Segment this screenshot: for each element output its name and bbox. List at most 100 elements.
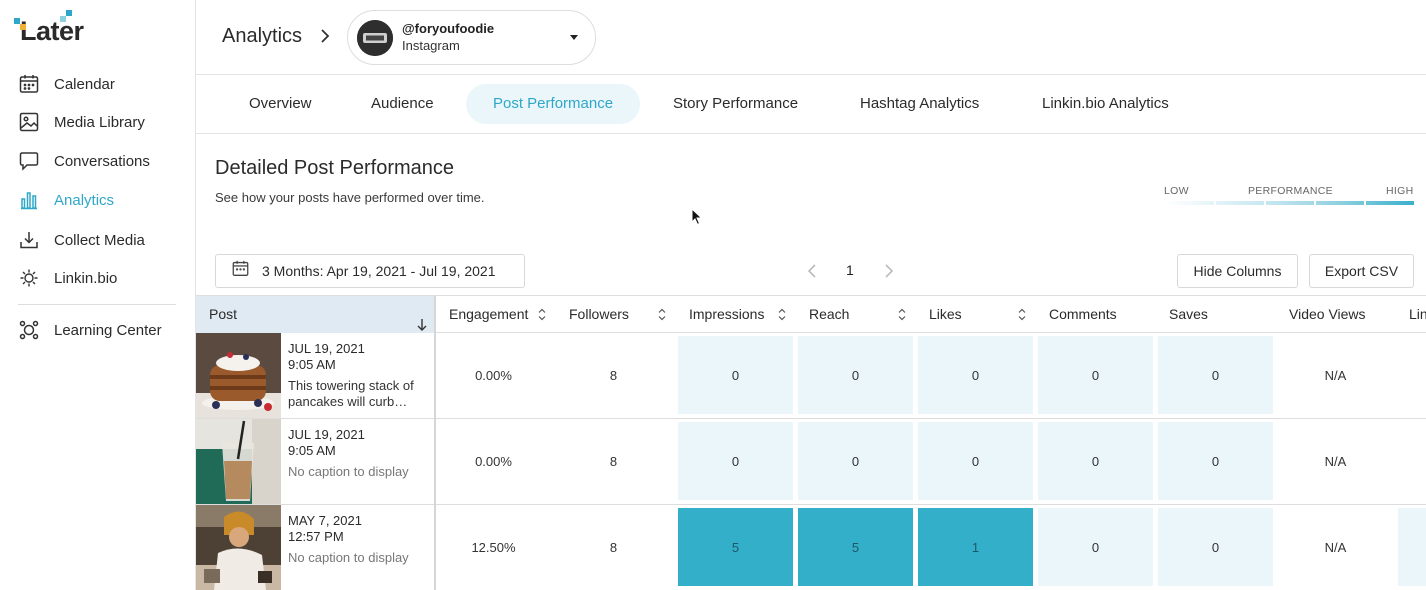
legend-performance: PERFORMANCE <box>1248 185 1333 197</box>
tab-story-performance[interactable]: Story Performance <box>673 95 799 112</box>
column-header-post[interactable]: Post <box>196 296 435 333</box>
sort-icon[interactable] <box>538 308 546 326</box>
cell-engagement: 0.00% <box>475 367 512 383</box>
sidebar-item-calendar[interactable]: Calendar <box>0 66 195 102</box>
account-handle: @foryoufoodie <box>402 21 495 36</box>
cell-likes: 0 <box>918 422 1033 500</box>
sort-icon[interactable] <box>1018 308 1026 326</box>
column-label: Comments <box>1049 306 1117 322</box>
cell-followers: 8 <box>609 453 618 469</box>
column-header-reach[interactable]: Reach <box>809 296 849 333</box>
post-caption: No caption to display <box>288 550 409 565</box>
cell-link-clicks <box>1398 508 1426 586</box>
column-header-video-views[interactable]: Video Views <box>1289 296 1366 333</box>
mouse-cursor-icon <box>691 207 703 231</box>
legend-low: LOW <box>1164 185 1189 197</box>
post-thumbnail-pancakes[interactable] <box>196 333 281 418</box>
section-subtitle: See how your posts have performed over t… <box>215 190 485 205</box>
sort-icon[interactable] <box>658 308 666 326</box>
later-logo[interactable]: Later <box>14 10 84 48</box>
column-label: Reach <box>809 306 850 322</box>
account-selector[interactable]: @foryoufoodie Instagram <box>347 10 596 65</box>
collect-media-icon <box>18 229 40 251</box>
learning-center-icon <box>18 319 40 341</box>
cell-saves: 0 <box>1158 422 1273 500</box>
table-row[interactable]: JUL 19, 2021 9:05 AM This towering stack … <box>196 333 1426 419</box>
sidebar-item-label: Analytics <box>54 191 115 209</box>
table-row[interactable]: JUL 19, 2021 9:05 AM No caption to displa… <box>196 419 1426 505</box>
cell-impressions: 5 <box>678 508 793 586</box>
prev-page-icon[interactable] <box>807 263 817 282</box>
cell-video-views: N/A <box>1324 453 1347 469</box>
legend-gradient-bar <box>1164 201 1414 205</box>
conversations-icon <box>18 150 40 172</box>
column-header-engagement[interactable]: Engagement <box>449 296 528 333</box>
calendar-icon <box>18 73 40 95</box>
logo-pixel <box>66 10 72 16</box>
column-label: Impressions <box>689 306 765 322</box>
post-thumbnail-cafe-worker[interactable] <box>196 505 281 590</box>
sidebar-item-media-library[interactable]: Media Library <box>0 104 195 140</box>
top-header: Analytics @foryoufoodie Instagram <box>196 0 1426 75</box>
post-performance-table: Post Engagement Followers Impressions Re… <box>196 295 1426 590</box>
column-header-followers[interactable]: Followers <box>569 296 629 333</box>
linkinbio-icon <box>18 267 40 289</box>
cell-impressions: 0 <box>678 336 793 414</box>
tab-post-performance[interactable]: Post Performance <box>466 84 641 124</box>
breadcrumb-analytics[interactable]: Analytics <box>222 25 303 47</box>
post-date: JUL 19, 2021 9:05 AM <box>288 341 365 372</box>
sidebar-item-analytics[interactable]: Analytics <box>0 182 195 218</box>
cell-followers: 8 <box>609 367 618 383</box>
cell-engagement: 0.00% <box>475 453 512 469</box>
cell-video-views: N/A <box>1324 539 1347 555</box>
cell-engagement: 12.50% <box>471 539 516 555</box>
date-range-picker[interactable]: 3 Months: Apr 19, 2021 - Jul 19, 2021 <box>215 254 525 288</box>
analytics-icon <box>18 189 40 211</box>
sidebar-item-conversations[interactable]: Conversations <box>0 143 195 179</box>
logo-pixel <box>60 16 66 22</box>
column-label: Likes <box>929 306 962 322</box>
sidebar-item-collect-media[interactable]: Collect Media <box>0 222 195 258</box>
column-header-link-clicks[interactable]: Lin <box>1409 296 1426 333</box>
sidebar-item-learning-center[interactable]: Learning Center <box>0 312 195 348</box>
sidebar-divider <box>18 304 176 305</box>
tab-overview[interactable]: Overview <box>249 95 312 112</box>
sort-icon[interactable] <box>778 308 786 326</box>
tab-linkinbio-analytics[interactable]: Linkin.bio Analytics <box>1042 95 1169 112</box>
sidebar-item-linkinbio[interactable]: Linkin.bio <box>0 260 195 296</box>
hide-columns-button[interactable]: Hide Columns <box>1177 254 1298 288</box>
column-header-likes[interactable]: Likes <box>929 296 962 333</box>
account-platform: Instagram <box>402 38 460 53</box>
section-title: Detailed Post Performance <box>215 157 455 179</box>
column-header-impressions[interactable]: Impressions <box>689 296 764 333</box>
cell-impressions: 0 <box>678 422 793 500</box>
caret-down-icon <box>570 35 578 40</box>
column-label: Saves <box>1169 306 1208 322</box>
cell-likes: 1 <box>918 508 1033 586</box>
sidebar-item-label: Conversations <box>54 152 150 170</box>
sort-icon[interactable] <box>898 308 906 326</box>
sidebar-item-label: Linkin.bio <box>54 269 118 287</box>
cell-reach: 0 <box>798 422 913 500</box>
column-label: Engagement <box>449 306 529 322</box>
sidebar-item-label: Calendar <box>54 75 115 93</box>
tab-audience[interactable]: Audience <box>371 95 434 112</box>
column-label: Video Views <box>1289 306 1366 322</box>
cell-saves: 0 <box>1158 508 1273 586</box>
column-header-saves[interactable]: Saves <box>1169 296 1208 333</box>
post-caption: No caption to display <box>288 464 409 479</box>
cell-saves: 0 <box>1158 336 1273 414</box>
post-date: MAY 7, 2021 12:57 PM <box>288 513 362 544</box>
table-row[interactable]: MAY 7, 2021 12:57 PM No caption to displa… <box>196 505 1426 590</box>
next-page-icon[interactable] <box>884 263 894 282</box>
date-range-label: 3 Months: Apr 19, 2021 - Jul 19, 2021 <box>262 263 496 279</box>
post-thumbnail-iced-coffee[interactable] <box>196 419 281 504</box>
analytics-tabs: Overview Audience Post Performance Story… <box>196 75 1426 134</box>
page-number: 1 <box>846 262 854 278</box>
column-header-comments[interactable]: Comments <box>1049 296 1117 333</box>
calendar-icon <box>232 260 249 282</box>
export-csv-button[interactable]: Export CSV <box>1309 254 1414 288</box>
tab-hashtag-analytics[interactable]: Hashtag Analytics <box>860 95 980 112</box>
column-label: Post <box>209 306 238 322</box>
